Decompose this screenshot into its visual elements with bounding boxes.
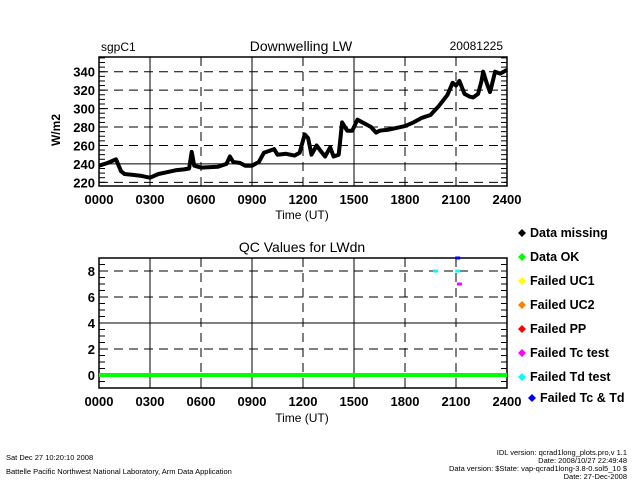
x-tick-label: 0600 (187, 394, 216, 409)
qc-point (455, 256, 461, 260)
legend-label: Failed UC2 (530, 298, 595, 312)
plot-frame (98, 56, 508, 187)
x-tick-label: 0000 (85, 394, 114, 409)
y-tick-label: 2 (88, 342, 95, 357)
plot-frame (98, 257, 508, 389)
y-tick-label: 280 (73, 120, 95, 135)
y-tick-label: 340 (73, 65, 95, 80)
x-tick-label: 0900 (238, 394, 267, 409)
y-tick-label: 4 (88, 316, 96, 331)
legend-marker-icon (518, 301, 526, 309)
x-tick-label: 1500 (340, 394, 369, 409)
qc-chart-title: QC Values for LWdn (239, 239, 365, 255)
x-axis-label: Time (UT) (275, 208, 329, 222)
legend-marker-icon (518, 373, 526, 381)
y-tick-label: 220 (73, 175, 95, 190)
y-tick-label: 260 (73, 138, 95, 153)
y-axis-label: W/m2 (49, 114, 63, 146)
lw-series-line (98, 68, 508, 180)
legend-label: Failed PP (530, 322, 586, 336)
site-label: sgpC1 (101, 40, 136, 54)
legend-label: Failed Tc & Td (540, 391, 625, 405)
qc-point (456, 282, 462, 286)
lw-plot: 0000 0300 0600 0900 1200 1500 1800 2100 2400 220 2… (73, 56, 522, 207)
x-tick-label: 1800 (391, 192, 420, 207)
legend-marker-icon (518, 277, 526, 285)
x-tick-label: 1800 (391, 394, 420, 409)
legend-marker-icon (518, 229, 526, 237)
qc-point (455, 269, 461, 273)
legend-label: Data missing (530, 226, 608, 240)
legend-marker-icon (518, 253, 526, 261)
y-tick-label: 6 (88, 290, 95, 305)
x-tick-label: 0000 (85, 192, 114, 207)
x-tick-label: 0600 (187, 192, 216, 207)
chart-title: Downwelling LW (250, 38, 353, 54)
footer-timestamp: Sat Dec 27 10:20:10 2008 (6, 453, 93, 462)
footer-idl-date: Date: 2008/10/27 22:49:48 (538, 456, 627, 465)
x-tick-label: 0900 (238, 192, 267, 207)
footer-org: Battelle Pacific Northwest National Labo… (6, 467, 232, 476)
y-tick-label: 300 (73, 102, 95, 117)
x-tick-label: 2100 (442, 192, 471, 207)
legend-label: Failed Tc test (530, 346, 610, 360)
legend-marker-icon (528, 394, 536, 402)
legend-label: Data OK (530, 250, 579, 264)
legend-marker-icon (518, 325, 526, 333)
qc-legend: Data missing Data OK Failed UC1 Failed UC2 F… (518, 226, 625, 405)
legend-label: Failed UC1 (530, 274, 595, 288)
y-tick-label: 0 (88, 368, 95, 383)
x-tick-label: 1200 (289, 394, 318, 409)
y-tick-label: 320 (73, 83, 95, 98)
qc-point (433, 269, 439, 273)
x-tick-label: 2100 (442, 394, 471, 409)
footer-data-version: Data version: $State: vap-qcrad1long-3.8… (449, 464, 628, 473)
date-label: 20081225 (450, 39, 504, 53)
x-tick-label: 0300 (136, 192, 165, 207)
qc-plot: 0000 0300 0600 0900 1200 1500 1800 2100 2400 0 2 4 6… (85, 256, 522, 409)
qc-x-axis-label: Time (UT) (275, 411, 329, 425)
x-tick-label: 2400 (493, 394, 522, 409)
footer-idl-version: IDL version: qcrad1long_plots.pro,v 1.1 (497, 448, 627, 457)
legend-marker-icon (518, 349, 526, 357)
x-tick-label: 2400 (493, 192, 522, 207)
legend-label: Failed Td test (530, 370, 611, 384)
x-tick-label: 1500 (340, 192, 369, 207)
footer-data-date: Date: 27-Dec-2008 (564, 472, 627, 480)
y-tick-label: 240 (73, 157, 95, 172)
x-tick-label: 1200 (289, 192, 318, 207)
x-tick-label: 0300 (136, 394, 165, 409)
y-tick-label: 8 (88, 264, 95, 279)
